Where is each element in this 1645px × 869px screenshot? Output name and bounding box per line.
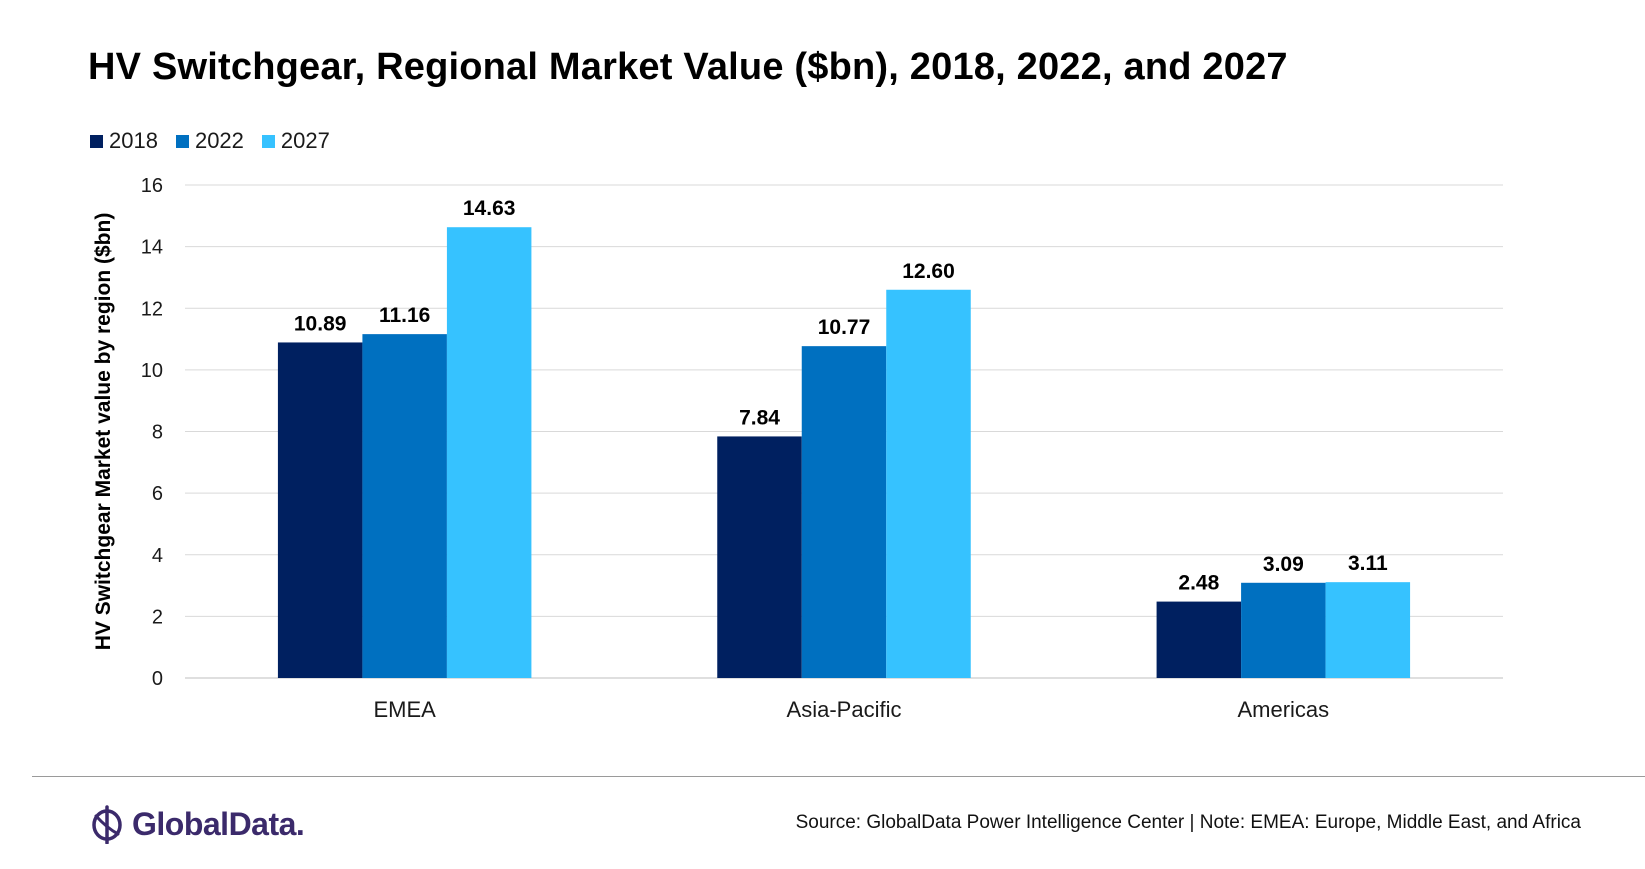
y-tick-label: 0 bbox=[152, 668, 163, 690]
chart-title: HV Switchgear, Regional Market Value ($b… bbox=[88, 46, 1288, 88]
bar bbox=[801, 346, 887, 678]
bar bbox=[1156, 601, 1242, 678]
bar bbox=[1325, 582, 1411, 678]
data-label: 7.84 bbox=[739, 406, 780, 429]
source-note: Source: GlobalData Power Intelligence Ce… bbox=[795, 812, 1581, 833]
legend-swatch-2022 bbox=[175, 134, 189, 148]
data-label: 10.77 bbox=[818, 316, 871, 339]
data-label: 3.09 bbox=[1263, 553, 1304, 576]
legend-label-2018: 2018 bbox=[109, 128, 158, 153]
data-label: 11.16 bbox=[379, 304, 430, 327]
bar bbox=[277, 342, 363, 678]
data-label: 14.63 bbox=[463, 197, 516, 220]
globaldata-logo-icon bbox=[92, 805, 122, 844]
x-tick-label: Asia-Pacific bbox=[787, 697, 902, 722]
bar bbox=[446, 227, 532, 678]
legend-label-2022: 2022 bbox=[194, 128, 244, 153]
bar bbox=[886, 289, 971, 678]
brand-name: GlobalData. bbox=[132, 805, 305, 842]
legend: 2018 2022 2027 bbox=[90, 128, 348, 154]
y-tick-label: 12 bbox=[141, 298, 163, 320]
footer-divider bbox=[32, 776, 1645, 777]
y-tick-label: 14 bbox=[141, 237, 163, 259]
y-tick-label: 10 bbox=[141, 360, 163, 382]
legend-label-2027: 2027 bbox=[280, 128, 330, 153]
x-tick-label: Americas bbox=[1237, 697, 1329, 722]
y-tick-label: 16 bbox=[141, 175, 163, 197]
x-tick-label: EMEA bbox=[373, 697, 436, 722]
legend-item-2018: 2018 bbox=[90, 128, 158, 154]
bar bbox=[717, 436, 802, 678]
y-tick-label: 6 bbox=[152, 483, 163, 505]
data-label: 2.48 bbox=[1178, 572, 1219, 595]
data-label: 3.11 bbox=[1348, 552, 1388, 575]
y-tick-label: 4 bbox=[152, 545, 163, 567]
bar bbox=[1241, 582, 1326, 678]
y-tick-label: 8 bbox=[152, 422, 163, 444]
y-tick-label: 2 bbox=[152, 606, 163, 628]
bar bbox=[362, 334, 447, 678]
y-axis-label: HV Switchgear Market value by region ($b… bbox=[92, 213, 115, 651]
data-label: 12.60 bbox=[902, 260, 955, 283]
legend-item-2022: 2022 bbox=[175, 128, 244, 154]
legend-swatch-2018 bbox=[90, 134, 103, 148]
legend-swatch-2027 bbox=[261, 134, 275, 148]
legend-item-2027: 2027 bbox=[261, 128, 330, 154]
brand-logo: GlobalData. bbox=[88, 804, 305, 844]
data-label: 10.89 bbox=[294, 312, 347, 335]
